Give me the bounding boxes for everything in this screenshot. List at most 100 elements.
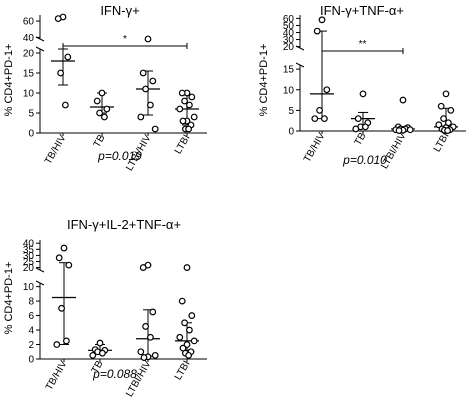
panel-ifng-il2-tnfa: IFN-γ+IL-2+TNF-α+ % CD4+PD-1+ p=0.088 20… [3, 217, 207, 399]
y-tick-label: 0 [28, 129, 34, 140]
data-point [190, 113, 198, 121]
data-point [100, 113, 108, 121]
data-point [183, 264, 191, 271]
data-point [98, 89, 106, 97]
data-point [179, 117, 187, 125]
data-point [96, 339, 104, 347]
data-point [440, 115, 448, 123]
y-tick-label: 0 [288, 127, 294, 138]
data-point [185, 101, 193, 109]
y-tick-label: 30 [23, 251, 35, 262]
y-tick-label: 0 [28, 355, 34, 366]
axis-break-mark [35, 280, 45, 286]
data-point [395, 127, 403, 134]
x-tick-label: TB/HIV [302, 131, 328, 165]
data-point [444, 127, 452, 134]
y-tick-label: 2 [28, 340, 34, 351]
y-tick-label: 35 [23, 245, 35, 256]
data-point [178, 89, 186, 97]
y-tick-label: 40 [23, 33, 35, 44]
significance-label: * [123, 34, 127, 45]
data-point [181, 319, 189, 327]
data-point [359, 90, 367, 98]
data-point [442, 90, 450, 98]
p-value: p=0.010 [342, 153, 387, 167]
data-point [354, 115, 362, 123]
data-point [53, 341, 61, 348]
axis-break-mark [295, 62, 305, 68]
data-point [103, 105, 111, 113]
panel-title: IFN-γ+TNF-α+ [320, 3, 404, 18]
x-tick-label: LTBI [432, 131, 452, 154]
data-point [96, 109, 103, 117]
data-point [146, 333, 154, 341]
data-point [89, 351, 97, 359]
data-point [318, 16, 326, 24]
p-value: p=0.088 [92, 367, 137, 381]
y-tick-label: 30 [283, 35, 295, 46]
y-tick-label: 20 [23, 263, 35, 274]
data-point [140, 354, 148, 361]
data-point [58, 304, 65, 312]
data-point [62, 101, 69, 109]
data-point [406, 126, 414, 134]
data-point [188, 312, 196, 319]
y-tick-label: 6 [28, 311, 34, 322]
data-point [399, 96, 407, 104]
data-point [93, 97, 101, 105]
data-point [176, 105, 184, 113]
data-point [321, 115, 328, 123]
data-point [64, 53, 72, 61]
data-point [146, 101, 154, 109]
significance-label: ** [359, 39, 367, 50]
y-tick-label: 8 [28, 297, 34, 308]
data-point [139, 264, 147, 271]
y-tick-label: 40 [23, 239, 35, 250]
data-point [151, 125, 159, 133]
y-tick-label: 5 [288, 106, 294, 117]
data-point [352, 125, 360, 133]
data-point [65, 261, 73, 269]
data-point [183, 341, 191, 348]
y-tick-label: 40 [283, 28, 295, 39]
y-axis-label: % CD4+PD-1+ [258, 44, 270, 117]
data-point [316, 106, 324, 114]
data-point [63, 337, 70, 345]
data-point [178, 297, 186, 305]
data-point [185, 125, 193, 133]
data-point [98, 349, 106, 357]
x-tick-label: TB/HIV [43, 133, 69, 167]
y-axis-label: % CD4+PD-1+ [3, 262, 15, 335]
data-point [60, 244, 68, 252]
x-tick-label: LTBI/HIV [379, 131, 409, 171]
x-tick-label: TB/HIV [44, 359, 70, 393]
y-tick-label: 15 [283, 65, 295, 76]
y-tick-label: 15 [23, 69, 35, 80]
axis-break-mark [35, 46, 45, 52]
data-point [55, 254, 63, 262]
y-tick-label: 25 [23, 257, 35, 268]
data-point [57, 69, 64, 77]
data-point [323, 86, 331, 94]
y-tick-label: 20 [23, 49, 35, 60]
data-point [139, 69, 147, 77]
panel-title: IFN-γ+ [100, 3, 139, 18]
y-tick-label: 20 [283, 42, 295, 53]
data-point [181, 97, 189, 105]
p-value: p=0.019 [97, 149, 142, 163]
data-point [311, 115, 319, 123]
data-point [151, 351, 159, 359]
panel-ifng: IFN-γ+ % CD4+PD-1+ p=0.019 40 60 0 5 10 15 20 T… [3, 3, 207, 173]
data-point [149, 77, 157, 85]
y-tick-label: 5 [28, 109, 34, 120]
y-tick-label: 4 [28, 326, 34, 337]
data-point [362, 123, 369, 131]
x-tick-label: LTBI [173, 133, 193, 156]
y-tick-label: 10 [23, 89, 35, 100]
x-tick-label: TB [353, 131, 369, 148]
panel-title: IFN-γ+IL-2+TNF-α+ [67, 217, 181, 232]
y-tick-label: 50 [283, 21, 295, 32]
data-point [176, 333, 184, 341]
axis-break-mark [35, 267, 45, 273]
data-point [185, 326, 193, 334]
